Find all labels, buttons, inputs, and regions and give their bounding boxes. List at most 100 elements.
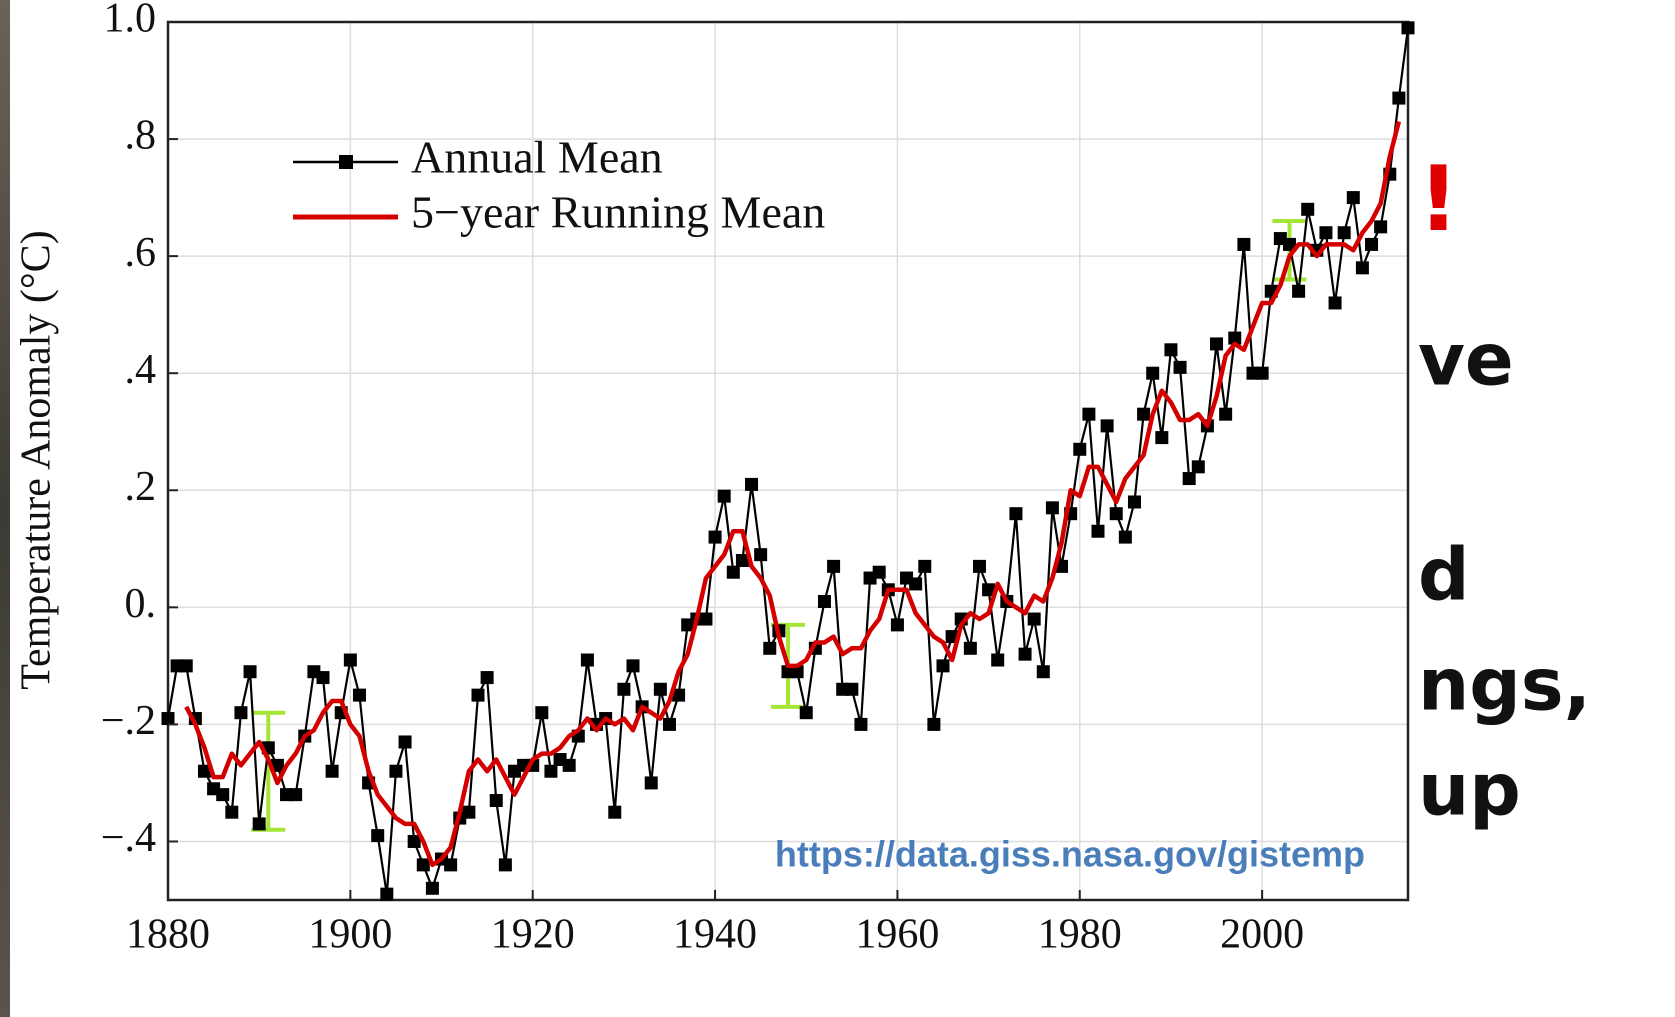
data-point [544, 765, 557, 778]
data-point [234, 706, 247, 719]
data-point [1137, 408, 1150, 421]
data-point [818, 595, 831, 608]
slide-text: ! [1418, 147, 1459, 252]
grid [168, 22, 1408, 900]
data-point [1073, 443, 1086, 456]
data-point [1319, 226, 1332, 239]
data-point [827, 560, 840, 573]
source-note: https://data.giss.nasa.gov/gistemp [775, 834, 1365, 875]
data-point [654, 683, 667, 696]
data-point [608, 806, 621, 819]
data-point [891, 618, 904, 631]
data-point [745, 478, 758, 491]
y-tick-label: .8 [125, 113, 157, 159]
data-point [854, 718, 867, 731]
data-point [1101, 419, 1114, 432]
data-point [918, 560, 931, 573]
data-point [873, 566, 886, 579]
data-point [481, 671, 494, 684]
data-point [1329, 296, 1342, 309]
data-point [162, 712, 175, 725]
data-point [1402, 21, 1415, 34]
slide-text: ve [1418, 318, 1514, 402]
x-tick-label: 1900 [308, 912, 392, 958]
data-point [253, 817, 266, 830]
data-point [180, 659, 193, 672]
data-point [1110, 507, 1123, 520]
x-tick-label: 1920 [491, 912, 575, 958]
data-point [800, 706, 813, 719]
data-point [1365, 238, 1378, 251]
data-point [389, 765, 402, 778]
y-tick-label: .6 [125, 230, 157, 276]
data-point [1082, 408, 1095, 421]
data-point [1292, 285, 1305, 298]
data-point [1356, 261, 1369, 274]
data-point [1128, 495, 1141, 508]
x-tick-label: 1980 [1038, 912, 1122, 958]
y-tick-label: 0. [125, 581, 157, 627]
data-point [490, 794, 503, 807]
data-point [1155, 431, 1168, 444]
legend-marker [339, 155, 353, 169]
marks [162, 21, 1415, 900]
data-point [462, 806, 475, 819]
slide-text: up [1418, 748, 1521, 832]
data-point [216, 788, 229, 801]
y-tick-label: .4 [125, 347, 157, 393]
annual-line [168, 28, 1408, 894]
data-point [244, 665, 257, 678]
y-tick-label: −.4 [101, 815, 156, 861]
data-point [225, 806, 238, 819]
y-tick-label: .2 [125, 464, 157, 510]
data-point [663, 718, 676, 731]
data-point [535, 706, 548, 719]
data-point [1174, 361, 1187, 374]
data-point [1210, 337, 1223, 350]
data-point [927, 718, 940, 731]
data-point [399, 735, 412, 748]
data-point [289, 788, 302, 801]
data-point [444, 858, 457, 871]
data-point [417, 858, 430, 871]
data-point [499, 858, 512, 871]
data-point [627, 659, 640, 672]
data-point [1301, 203, 1314, 216]
data-point [754, 548, 767, 561]
data-point [380, 888, 393, 901]
data-point [1037, 665, 1050, 678]
data-point [937, 659, 950, 672]
y-tick-label: 1.0 [104, 0, 157, 42]
data-point [617, 683, 630, 696]
data-point [964, 642, 977, 655]
data-point [991, 654, 1004, 667]
data-point [426, 882, 439, 895]
photo-edge [0, 0, 10, 1017]
legend-label: Annual Mean [411, 132, 663, 183]
page: Temperature Anomaly (°C) https://data.gi… [0, 0, 1675, 1017]
data-point [1119, 531, 1132, 544]
data-point [472, 689, 485, 702]
slide-text: ngs, [1418, 643, 1591, 727]
y-tick-label: −.2 [101, 698, 156, 744]
chart: Temperature Anomaly (°C) https://data.gi… [0, 0, 1675, 1017]
data-point [344, 654, 357, 667]
data-point [709, 531, 722, 544]
data-point [1183, 472, 1196, 485]
data-point [317, 671, 330, 684]
data-point [1374, 220, 1387, 233]
data-point [1256, 367, 1269, 380]
data-point [353, 689, 366, 702]
data-point [727, 566, 740, 579]
data-point [563, 759, 576, 772]
slide-text: d [1418, 533, 1470, 617]
data-point [326, 765, 339, 778]
data-point [1347, 191, 1360, 204]
data-point [763, 642, 776, 655]
data-point [1338, 226, 1351, 239]
data-point [371, 829, 384, 842]
data-point [1009, 507, 1022, 520]
data-point [1192, 460, 1205, 473]
data-point [1028, 613, 1041, 626]
